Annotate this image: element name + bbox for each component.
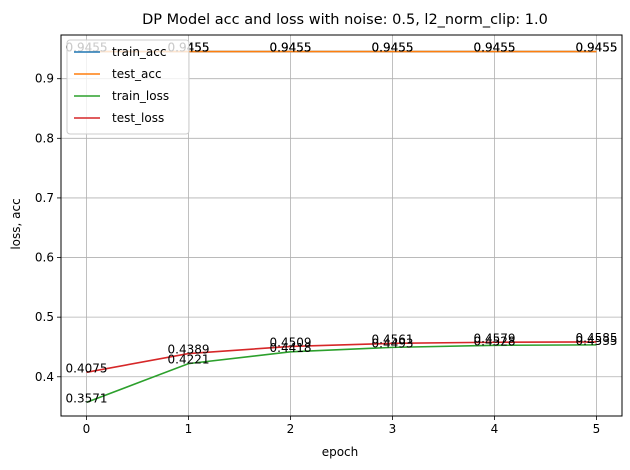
- y-tick-label: 0.9: [35, 72, 54, 86]
- data-label-train_loss: 0.4221: [168, 353, 210, 367]
- data-label-train_acc: 0.9455: [576, 41, 618, 55]
- legend-box: [66, 39, 190, 135]
- data-label-test_acc: 0.9455: [270, 41, 312, 55]
- y-tick-label: 0.7: [35, 191, 54, 205]
- data-label-test_acc: 0.9455: [372, 41, 414, 55]
- data-label-test_loss: 0.4561: [372, 332, 414, 346]
- y-tick-label: 0.8: [35, 131, 54, 145]
- y-tick-label: 0.6: [35, 251, 54, 265]
- x-tick-label: 1: [185, 422, 193, 436]
- data-label-train_acc: 0.9455: [270, 41, 312, 55]
- data-label-train_loss: 0.3571: [66, 391, 108, 405]
- data-label-test_loss: 0.4509: [270, 335, 312, 349]
- x-tick-label: 4: [491, 422, 499, 436]
- data-label-train_acc: 0.9455: [474, 41, 516, 55]
- legend-label-train_loss: train_loss: [112, 89, 169, 103]
- legend-label-train_acc: train_acc: [112, 45, 166, 59]
- x-tick-label: 2: [287, 422, 295, 436]
- x-axis-label: epoch: [322, 445, 359, 459]
- x-tick-label: 3: [389, 422, 397, 436]
- data-label-test_loss: 0.4579: [474, 331, 516, 345]
- legend-label-test_loss: test_loss: [112, 111, 164, 125]
- data-label-test_loss: 0.4585: [576, 331, 618, 345]
- x-tick-label: 5: [593, 422, 601, 436]
- data-label-train_loss: 0.4493: [372, 336, 414, 350]
- data-label-train_loss: 0.4535: [576, 334, 618, 348]
- x-tick-label: 0: [83, 422, 91, 436]
- axis-ticks: 0 1 2 3 4 5 0.4 0.5 0.6 0.7 0.8 0.9: [35, 72, 600, 436]
- y-tick-label: 0.5: [35, 310, 54, 324]
- data-label-test_loss: 0.4389: [168, 343, 210, 357]
- legend-label-test_acc: test_acc: [112, 67, 162, 81]
- series-line-train_loss: [86, 344, 597, 404]
- series-line-test_loss: [86, 341, 597, 374]
- legend: train_acc test_acc train_loss test_loss: [66, 39, 190, 135]
- y-tick-label: 0.4: [35, 370, 54, 384]
- axes-frame: [60, 34, 623, 417]
- data-label-test_loss: 0.4075: [66, 361, 108, 375]
- chart-title: DP Model acc and loss with noise: 0.5, l…: [142, 12, 548, 28]
- data-label-test_acc: 0.9455: [474, 41, 516, 55]
- data-label-train_acc: 0.9455: [372, 41, 414, 55]
- data-label-test_acc: 0.9455: [576, 41, 618, 55]
- data-label-train_loss: 0.4418: [270, 341, 312, 355]
- data-label-train_loss: 0.4528: [474, 334, 516, 348]
- y-axis-label: loss, acc: [9, 198, 23, 249]
